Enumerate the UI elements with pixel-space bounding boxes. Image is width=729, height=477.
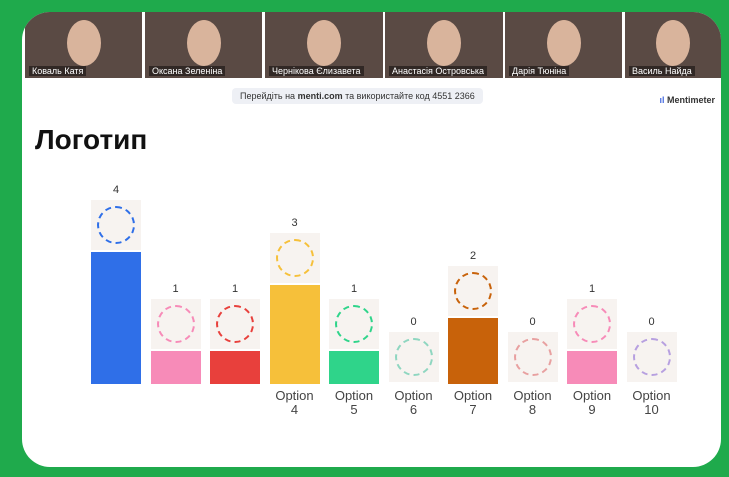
bar xyxy=(329,351,379,384)
option-logo xyxy=(567,299,617,349)
value-label: 1 xyxy=(329,283,379,295)
bar xyxy=(91,252,141,384)
value-label: 0 xyxy=(508,316,558,328)
option-logo xyxy=(210,299,260,349)
participant-name: Анастасія Островська xyxy=(389,66,487,76)
screen: Коваль Катя Оксана Зеленіна Чернікова Єлиз… xyxy=(0,0,729,477)
shared-screen: Коваль Катя Оксана Зеленіна Чернікова Єлиз… xyxy=(22,12,721,467)
value-label: 3 xyxy=(270,217,320,229)
video-tile: Оксана Зеленіна xyxy=(145,12,262,78)
participant-face xyxy=(187,20,221,66)
join-banner: Перейдіть на menti.com та використайте к… xyxy=(232,88,483,104)
video-tile: Коваль Катя xyxy=(25,12,142,78)
category-label: Option 4 xyxy=(267,389,323,417)
bar xyxy=(210,351,260,384)
logo-art xyxy=(276,239,314,277)
chart-title: Логотип xyxy=(35,124,147,156)
participant-face xyxy=(67,20,101,66)
option-logo xyxy=(270,233,320,283)
value-label: 1 xyxy=(567,283,617,295)
option-logo xyxy=(508,332,558,382)
logo-art xyxy=(633,338,671,376)
logo-art xyxy=(454,272,492,310)
video-tile: Василь Найда xyxy=(625,12,721,78)
bar xyxy=(567,351,617,384)
value-label: 2 xyxy=(448,250,498,262)
logo-art xyxy=(216,305,254,343)
logo-art xyxy=(335,305,373,343)
value-label: 0 xyxy=(389,316,439,328)
value-label: 1 xyxy=(210,283,260,295)
category-label: Option 8 xyxy=(505,389,561,417)
option-logo xyxy=(448,266,498,316)
option-logo xyxy=(627,332,677,382)
participant-name: Дарія Тюніна xyxy=(509,66,569,76)
participant-name: Василь Найда xyxy=(629,66,695,76)
category-label: Option 10 xyxy=(624,389,680,417)
logo-art xyxy=(157,305,195,343)
category-label: Option 7 xyxy=(445,389,501,417)
participant-face xyxy=(547,20,581,66)
value-label: 4 xyxy=(91,184,141,196)
logo-art xyxy=(395,338,433,376)
bar xyxy=(151,351,201,384)
brand-name: Mentimeter xyxy=(667,95,715,105)
category-label: Option 9 xyxy=(564,389,620,417)
bar xyxy=(448,318,498,384)
participant-name: Коваль Катя xyxy=(29,66,86,76)
option-logo xyxy=(389,332,439,382)
value-label: 0 xyxy=(627,316,677,328)
bar xyxy=(270,285,320,384)
banner-text: та використайте код 4551 2366 xyxy=(345,91,475,101)
value-label: 1 xyxy=(151,283,201,295)
participant-face xyxy=(307,20,341,66)
participant-name: Оксана Зеленіна xyxy=(149,66,225,76)
logo-art xyxy=(97,206,135,244)
video-tile: Анастасія Островська xyxy=(385,12,503,78)
video-tile: Дарія Тюніна xyxy=(505,12,622,78)
option-logo xyxy=(151,299,201,349)
brand: ıl Mentimeter xyxy=(659,95,715,105)
video-tile: Чернікова Єлизавета xyxy=(265,12,383,78)
logo-art xyxy=(573,305,611,343)
participant-name: Чернікова Єлизавета xyxy=(269,66,364,76)
option-logo xyxy=(329,299,379,349)
option-logo xyxy=(91,200,141,250)
participant-face xyxy=(656,20,690,66)
participant-face xyxy=(427,20,461,66)
banner-site: menti.com xyxy=(298,91,343,101)
banner-text: Перейдіть на xyxy=(240,91,295,101)
category-label: Option 5 xyxy=(326,389,382,417)
category-label: Option 6 xyxy=(386,389,442,417)
logo-art xyxy=(514,338,552,376)
